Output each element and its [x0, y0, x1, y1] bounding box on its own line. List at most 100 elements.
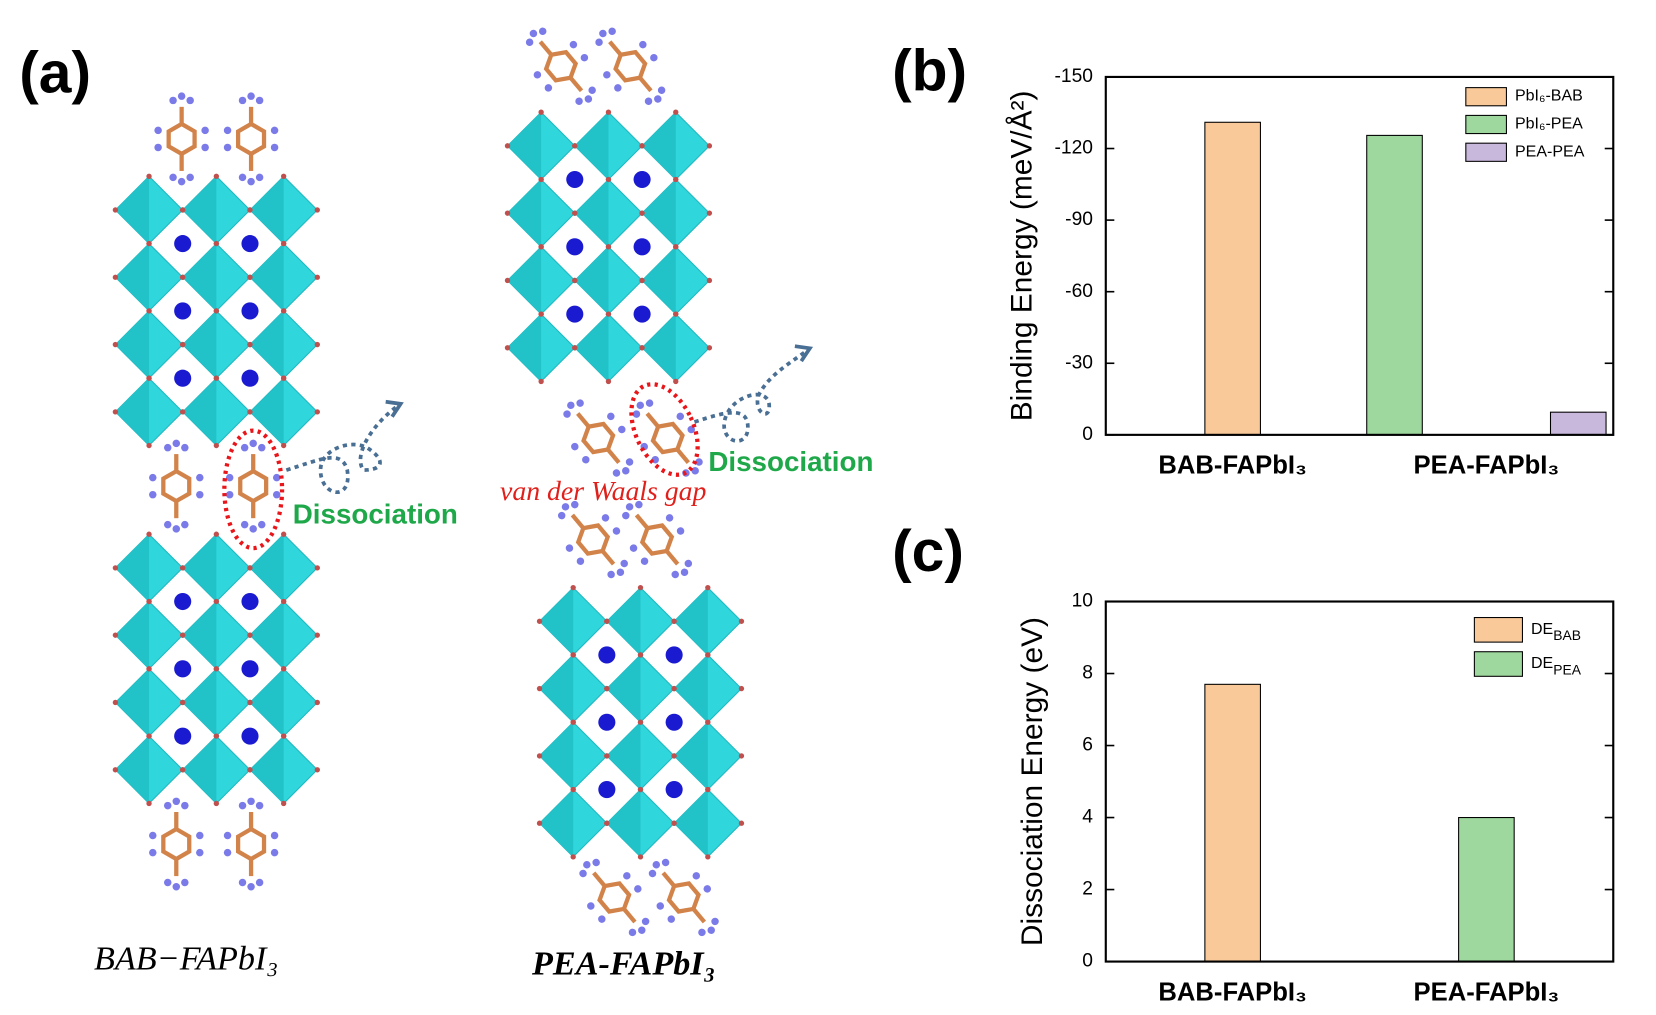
- atom: [570, 786, 576, 793]
- hydrogen: [172, 525, 181, 533]
- ring: [161, 468, 192, 504]
- atom: [314, 699, 320, 706]
- structure-illustration: [112, 27, 814, 937]
- y-tick-label: 8: [1082, 663, 1093, 684]
- ring: [639, 523, 675, 556]
- hydrogen: [645, 399, 654, 407]
- ring: [666, 881, 701, 914]
- cation: [566, 238, 584, 256]
- hydrogen: [692, 872, 701, 880]
- cation: [665, 713, 683, 731]
- hydrogen: [172, 439, 181, 448]
- hydrogen: [634, 885, 642, 893]
- hydrogen: [665, 514, 674, 522]
- octahedron-face: [507, 246, 542, 315]
- atom: [247, 341, 253, 348]
- hydrogen: [223, 831, 232, 840]
- octahedron-face: [250, 534, 284, 602]
- cation: [633, 170, 651, 189]
- hydrogen: [270, 831, 279, 840]
- atom: [314, 565, 320, 571]
- atom: [180, 341, 186, 348]
- atom: [504, 277, 511, 284]
- hydrogen: [618, 425, 626, 434]
- octahedron-face: [115, 310, 150, 379]
- cation: [174, 727, 192, 745]
- hydrogen: [544, 84, 553, 92]
- legend-name: PEA-PEA: [1515, 142, 1585, 160]
- hydrogen: [525, 38, 534, 47]
- molecule: [648, 858, 719, 937]
- hydrogen: [240, 520, 249, 529]
- hydrogen: [691, 467, 699, 475]
- hydrogen: [238, 96, 247, 105]
- atom: [112, 207, 119, 213]
- hydrogen: [240, 443, 249, 452]
- atom: [314, 409, 320, 415]
- atom: [572, 345, 578, 351]
- hydrogen: [181, 801, 189, 810]
- hydrogen: [667, 915, 675, 923]
- hydrogen: [580, 53, 589, 62]
- atom: [572, 143, 578, 149]
- y-tick-label: -90: [1065, 209, 1093, 230]
- molecule: [632, 399, 703, 477]
- atom: [538, 244, 544, 250]
- atom: [180, 409, 186, 415]
- octahedron-face: [250, 668, 284, 737]
- atom: [538, 109, 544, 115]
- ring: [235, 826, 267, 862]
- cation: [174, 592, 192, 611]
- hydrogen: [181, 878, 189, 887]
- legend-swatch: [1465, 142, 1507, 162]
- atom: [738, 753, 745, 759]
- atom: [213, 733, 220, 739]
- hydrogen: [270, 848, 279, 857]
- hydrogen: [641, 917, 650, 926]
- octahedron-face: [574, 246, 609, 315]
- hydrogen: [169, 96, 177, 105]
- octahedron-face: [182, 601, 217, 669]
- atom: [146, 308, 152, 314]
- atom: [314, 767, 320, 773]
- octahedron-face: [606, 722, 641, 790]
- octahedron-face: [674, 722, 708, 790]
- legend-name: DE: [1531, 654, 1553, 672]
- atom: [570, 854, 576, 860]
- atom: [538, 176, 544, 183]
- octahedron-face: [182, 668, 217, 737]
- hydrogen: [612, 469, 621, 477]
- hydrogen: [163, 443, 172, 452]
- hydrogen: [654, 95, 662, 103]
- atom: [536, 685, 543, 692]
- bond: [691, 907, 707, 924]
- atom: [605, 378, 612, 385]
- hydrogen: [258, 443, 266, 452]
- hydrogen: [684, 559, 693, 568]
- molecule: [563, 399, 634, 477]
- atom: [639, 143, 645, 149]
- octahedron-face: [606, 789, 641, 857]
- atom: [213, 531, 220, 537]
- atom: [112, 699, 119, 706]
- legend-swatch: [1473, 617, 1523, 643]
- hydrogen: [163, 520, 172, 529]
- y-axis-label: Binding Energy (meV/Å²): [1005, 91, 1038, 422]
- atom: [247, 565, 253, 571]
- hydrogen: [272, 490, 281, 499]
- atom: [605, 244, 612, 250]
- hydrogen: [599, 29, 607, 38]
- hydrogen: [258, 520, 266, 529]
- hydrogen: [657, 86, 666, 94]
- molecule: [595, 27, 666, 105]
- atom: [639, 345, 645, 351]
- hydrogen: [661, 858, 670, 867]
- cation: [174, 302, 192, 320]
- hydrogen: [172, 883, 181, 891]
- legend-name: PbI₆-BAB: [1515, 87, 1583, 105]
- atom: [146, 666, 152, 672]
- atom: [705, 854, 711, 860]
- octahedron-face: [539, 654, 574, 723]
- bond: [538, 40, 553, 57]
- hydrogen: [225, 490, 234, 499]
